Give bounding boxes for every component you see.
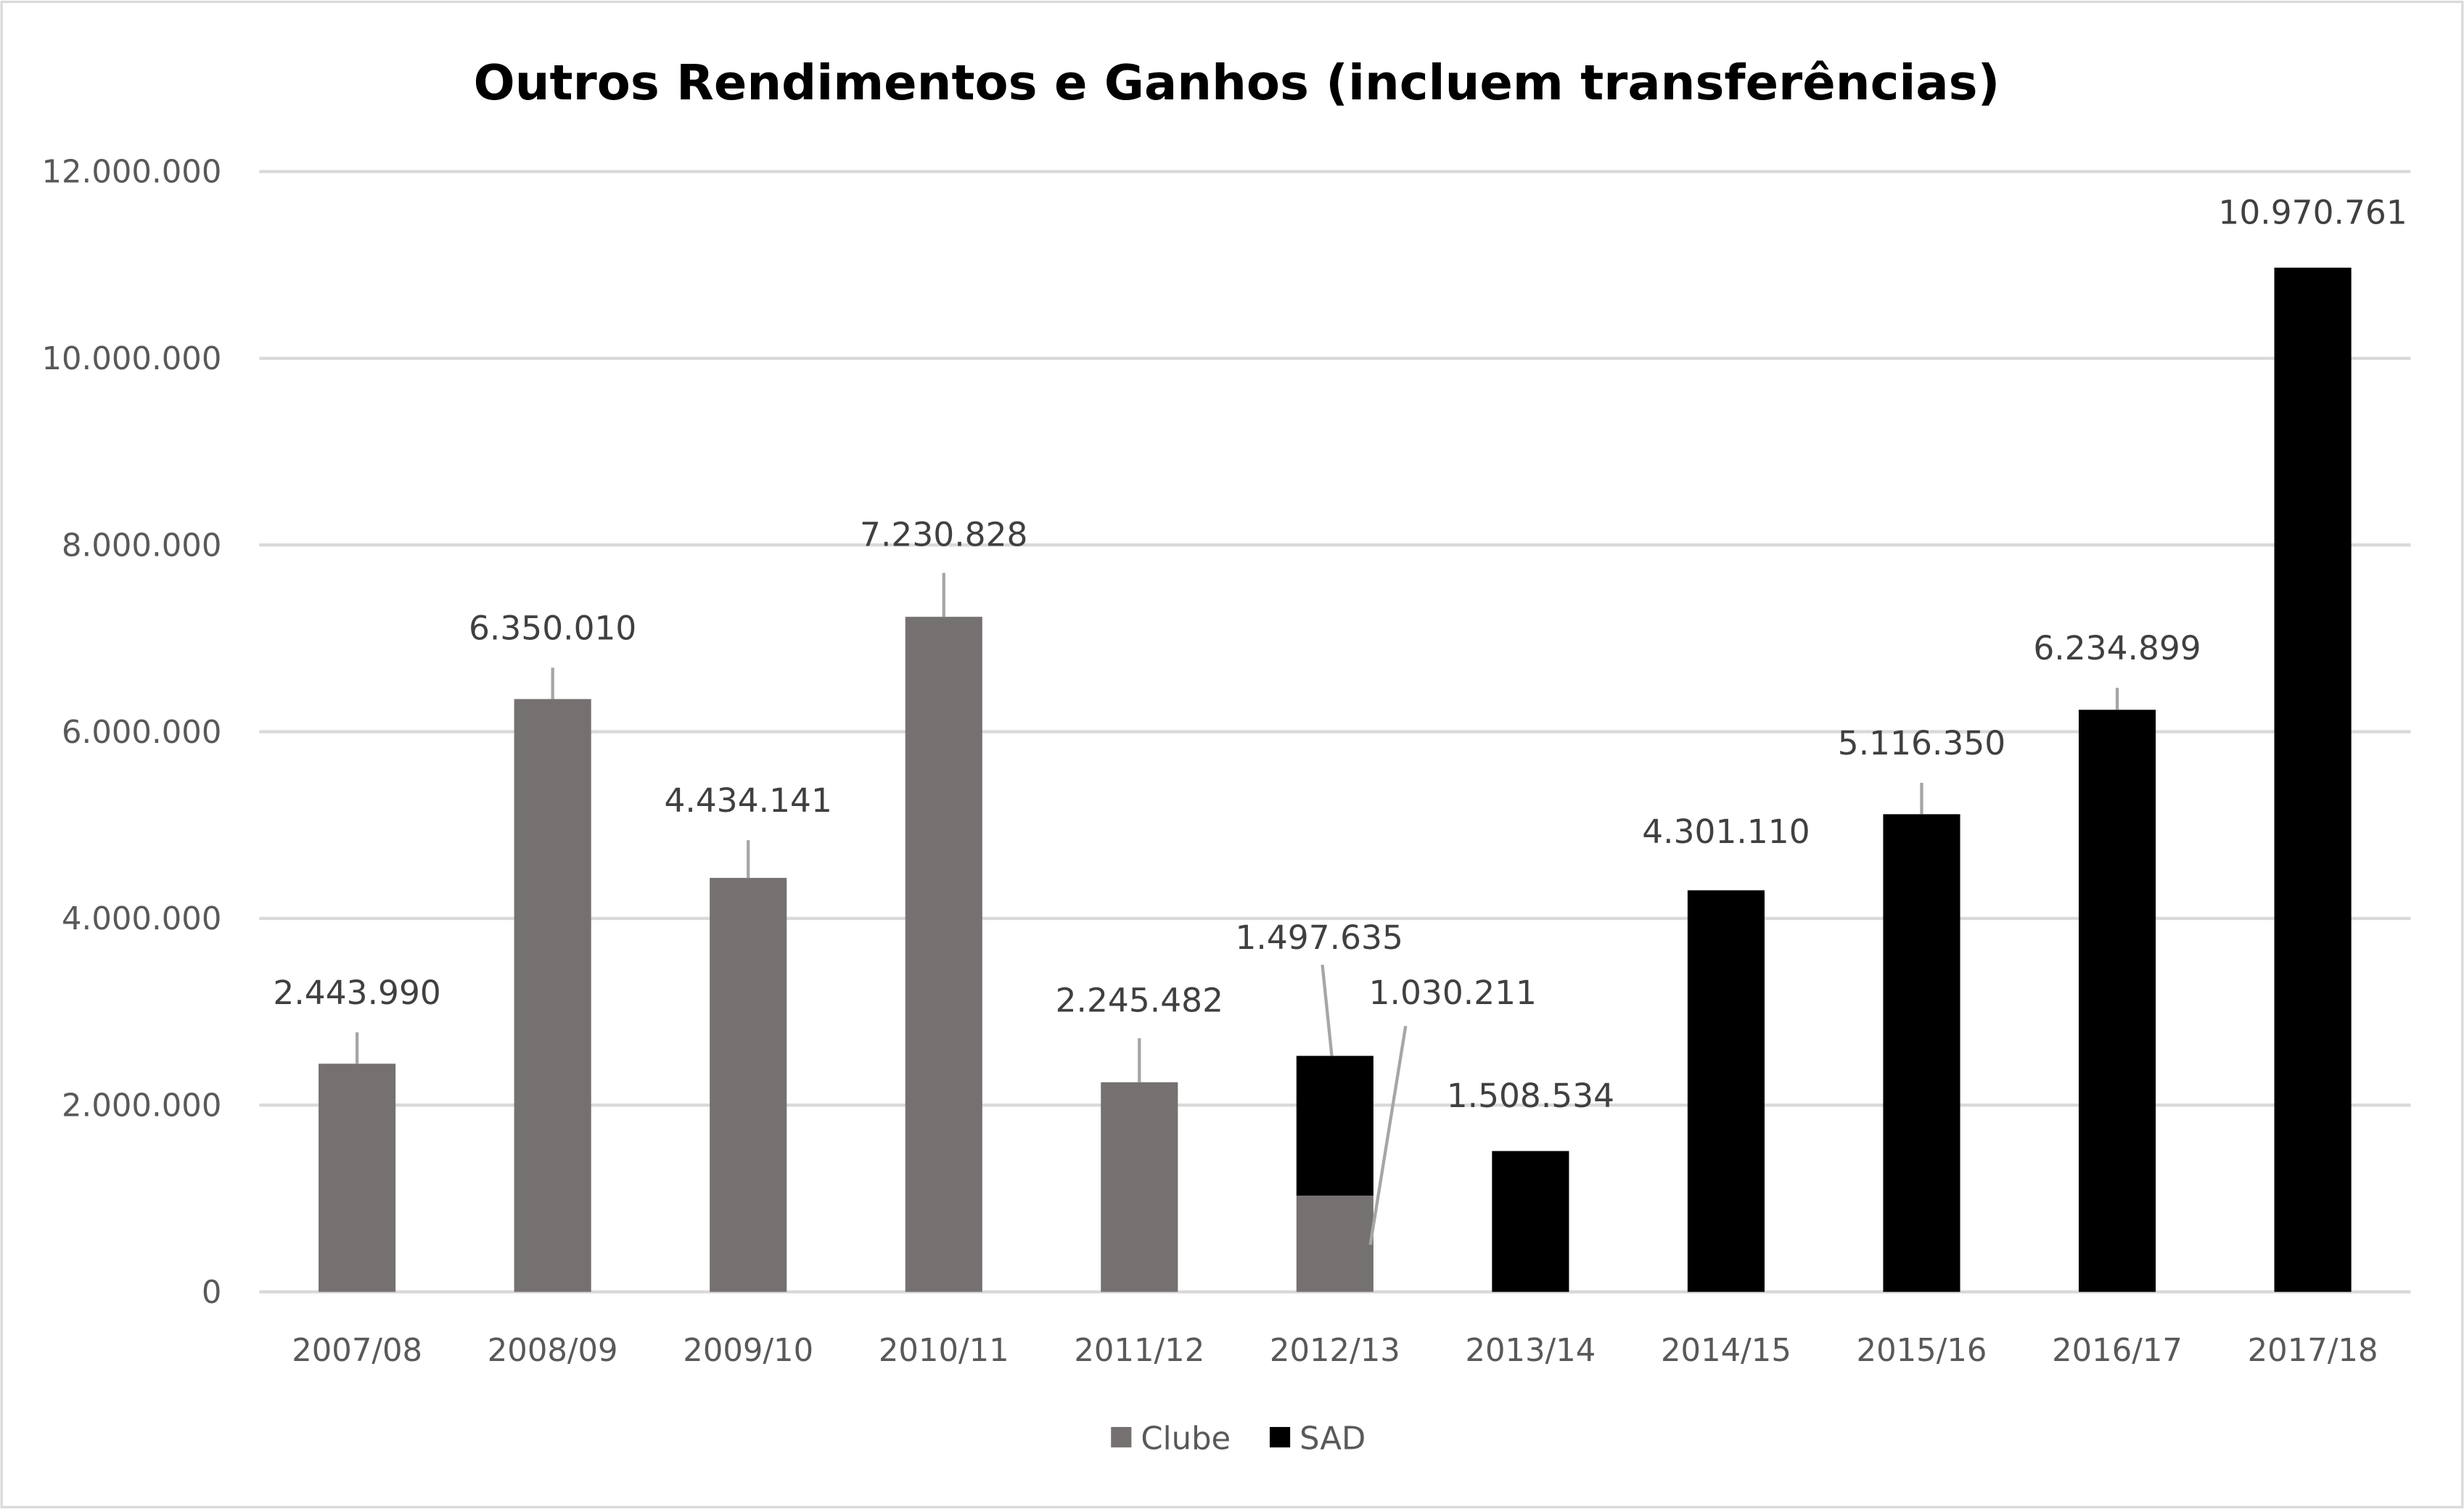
x-tick-label: 2008/09 xyxy=(488,1333,618,1369)
bar-clube xyxy=(319,1064,396,1292)
data-label: 10.970.761 xyxy=(2218,193,2407,231)
x-axis: 2007/08 2008/09 2009/10 2010/11 2011/12 2012/… xyxy=(292,1333,2378,1369)
y-axis: 0 2.000.000 4.000.000 6.000.000 8.000.000 10.… xyxy=(41,155,221,1311)
legend: Clube SAD xyxy=(1111,1420,1366,1457)
data-label: 5.116.350 xyxy=(1838,724,2005,762)
data-label: 2.443.990 xyxy=(273,974,440,1012)
bar-sad xyxy=(1296,1056,1373,1196)
data-label: 1.030.211 xyxy=(1369,974,1537,1012)
data-label: 2.245.482 xyxy=(1056,981,1223,1019)
data-label: 6.234.899 xyxy=(2033,629,2201,667)
bar-sad xyxy=(1883,814,1960,1292)
y-tick-label: 8.000.000 xyxy=(62,527,221,564)
leader-line xyxy=(1368,1025,1408,1246)
bar-clube xyxy=(710,878,787,1292)
data-label: 4.434.141 xyxy=(665,781,832,820)
y-tick-label: 6.000.000 xyxy=(62,715,221,751)
y-tick-label: 4.000.000 xyxy=(62,901,221,937)
legend-label-sad: SAD xyxy=(1299,1420,1366,1457)
x-tick-label: 2017/18 xyxy=(2248,1333,2378,1369)
bar-clube xyxy=(514,699,591,1292)
legend-swatch-sad xyxy=(1269,1426,1291,1448)
gridlines xyxy=(259,170,2411,1294)
bar-sad xyxy=(2274,267,2352,1292)
x-tick-label: 2012/13 xyxy=(1270,1333,1400,1369)
y-tick-label: 2.000.000 xyxy=(62,1087,221,1124)
x-tick-label: 2010/11 xyxy=(879,1333,1009,1369)
x-tick-label: 2013/14 xyxy=(1465,1333,1596,1369)
data-labels: 2.443.990 6.350.010 4.434.141 7.230.828 2.24… xyxy=(273,193,2407,1246)
legend-swatch-clube xyxy=(1111,1426,1132,1448)
data-label: 6.350.010 xyxy=(469,609,636,647)
y-tick-label: 0 xyxy=(202,1275,222,1311)
bar-sad xyxy=(1492,1151,1569,1292)
data-label: 1.508.534 xyxy=(1447,1077,1614,1115)
bar-clube xyxy=(1101,1082,1178,1292)
bar-sad xyxy=(1687,890,1765,1292)
y-tick-label: 10.000.000 xyxy=(41,341,221,377)
leader-line xyxy=(1321,964,1334,1056)
legend-label-clube: Clube xyxy=(1141,1420,1231,1457)
x-tick-label: 2009/10 xyxy=(683,1333,813,1369)
chart-title: Outros Rendimentos e Ganhos (incluem tra… xyxy=(474,54,2000,111)
data-label: 1.497.635 xyxy=(1235,918,1403,957)
bar-sad xyxy=(2078,710,2156,1292)
bar-clube xyxy=(1296,1196,1373,1292)
x-tick-label: 2014/15 xyxy=(1661,1333,1791,1369)
data-label: 4.301.110 xyxy=(1642,813,1810,851)
bar-clube xyxy=(905,617,982,1292)
x-tick-label: 2015/16 xyxy=(1857,1333,1987,1369)
data-label: 7.230.828 xyxy=(860,516,1027,554)
y-tick-label: 12.000.000 xyxy=(41,155,221,191)
x-tick-label: 2016/17 xyxy=(2052,1333,2182,1369)
x-tick-label: 2011/12 xyxy=(1074,1333,1204,1369)
x-tick-label: 2007/08 xyxy=(292,1333,422,1369)
bars xyxy=(319,267,2352,1292)
